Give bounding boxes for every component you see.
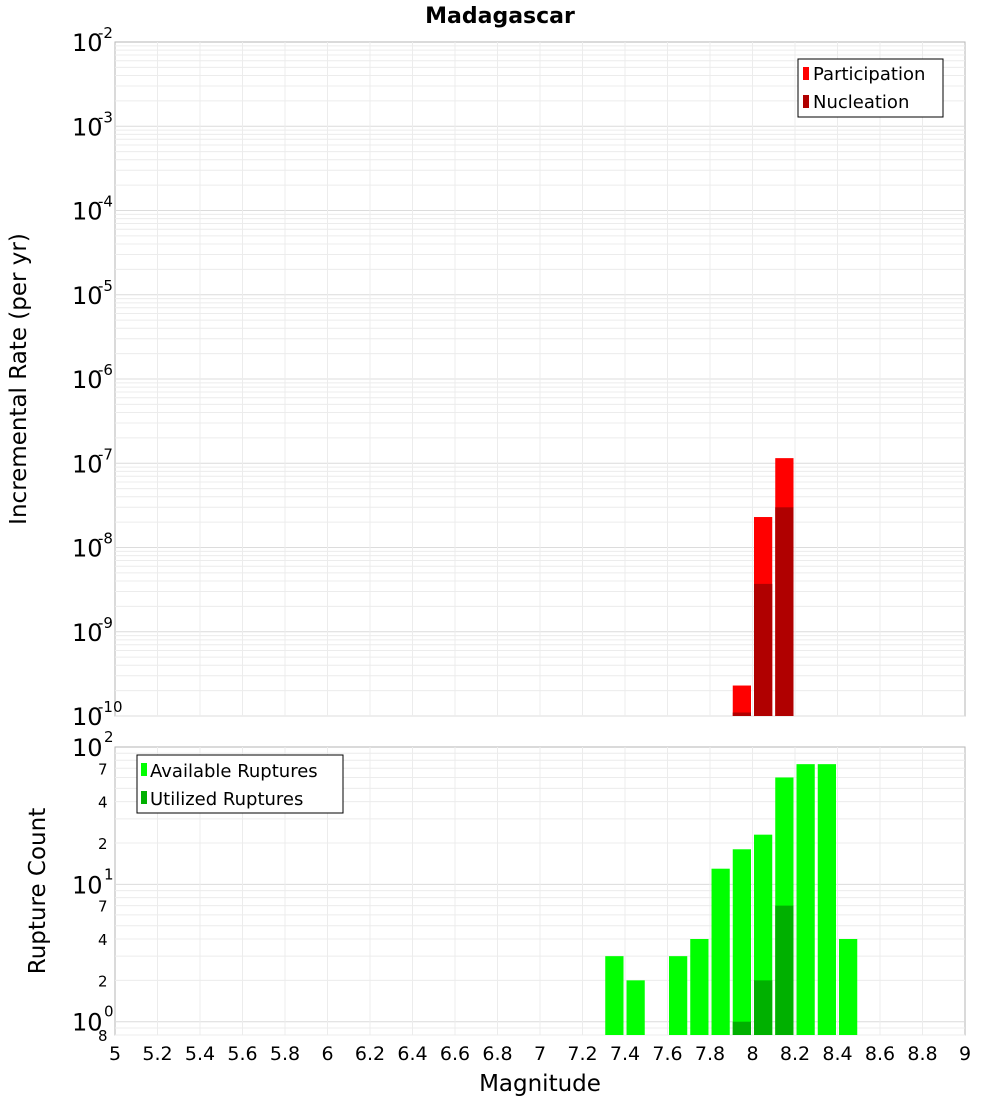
count-y-minor-tick-label: 7 <box>98 760 108 778</box>
count-bars <box>605 764 858 1035</box>
rate-y-tick-exponent: -8 <box>98 530 113 548</box>
rate-legend: Participation Nucleation <box>797 58 944 118</box>
nucleation-bar <box>754 583 773 716</box>
count-legend: Available Ruptures Utilized Ruptures <box>136 754 344 814</box>
rate-y-tick-exponent: -3 <box>98 108 113 126</box>
participation-legend-label: Participation <box>813 64 925 85</box>
available-ruptures-bar <box>817 764 836 1035</box>
rate-y-tick-exponent: -2 <box>98 24 113 42</box>
x-tick-label: 7.8 <box>695 1043 725 1065</box>
rate-y-tick-exponent: -4 <box>98 193 113 211</box>
nucleation-bar <box>775 507 794 716</box>
rate-y-tick-exponent: -10 <box>98 698 123 716</box>
x-tick-label: 6.6 <box>440 1043 470 1065</box>
rate-y-tick-exponent: -9 <box>98 614 113 632</box>
x-tick-label: 5.6 <box>227 1043 257 1065</box>
available-ruptures-bar <box>732 849 751 1035</box>
utilized-swatch <box>141 791 147 804</box>
x-tick-label: 5.2 <box>142 1043 172 1065</box>
count-y-tick-label: 10 <box>72 871 103 899</box>
participation-swatch <box>803 67 809 80</box>
rate-y-axis-label: Incremental Rate (per yr) <box>6 233 32 525</box>
utilized-ruptures-bar <box>732 1021 751 1035</box>
count-y-tick-label: 10 <box>72 1009 103 1037</box>
count-y-minor-tick-label: 4 <box>98 794 108 812</box>
rate-y-tick-label: 10 <box>72 366 103 394</box>
rate-y-tick-label: 10 <box>72 450 103 478</box>
available-ruptures-bar <box>669 956 688 1035</box>
x-tick-label: 7.2 <box>567 1043 597 1065</box>
count-y-minor-tick-label: 2 <box>98 972 108 990</box>
x-tick-label: 5.8 <box>270 1043 300 1065</box>
available-ruptures-bar <box>839 939 858 1035</box>
available-ruptures-bar <box>796 764 815 1035</box>
count-y-minor-tick-label: 2 <box>98 835 108 853</box>
count-y-minor-tick-label: 7 <box>98 898 108 916</box>
count-legend-box <box>136 754 344 814</box>
nucleation-legend-label: Nucleation <box>813 92 909 113</box>
count-y-axis-label: Rupture Count <box>25 808 51 974</box>
x-tick-label: 6 <box>321 1043 333 1065</box>
x-tick-label: 7.4 <box>610 1043 640 1065</box>
participation-bar <box>732 685 751 716</box>
x-tick-label: 8.8 <box>907 1043 937 1065</box>
x-ticks: 5 5.2 5.4 5.6 5.8 6 6.2 6.4 6.6 6.8 7 7.2 7.4 7.6 7.8 8… <box>109 1043 971 1065</box>
available-ruptures-bar <box>605 956 624 1035</box>
x-tick-label: 9 <box>959 1043 971 1065</box>
rate-y-tick-label: 10 <box>72 198 103 226</box>
x-tick-label: 5.4 <box>185 1043 215 1065</box>
x-tick-label: 8.2 <box>780 1043 810 1065</box>
x-tick-label: 7.6 <box>652 1043 682 1065</box>
rate-y-tick-exponent: -5 <box>98 277 113 295</box>
nucleation-swatch <box>803 95 809 108</box>
count-y-tick-exponent: 0 <box>104 1003 114 1021</box>
rate-y-tick-exponent: -7 <box>98 445 113 463</box>
rate-grid <box>115 42 965 717</box>
rate-y-tick-label: 10 <box>72 29 103 57</box>
x-tick-label: 8 <box>746 1043 758 1065</box>
rate-y-tick-label: 10 <box>72 535 103 563</box>
available-ruptures-bar <box>711 868 730 1035</box>
available-legend-label: Available Ruptures <box>150 761 318 782</box>
count-y-tick-label: 10 <box>72 734 103 762</box>
x-tick-label: 8.6 <box>865 1043 895 1065</box>
count-y-minor-tick-label: 8 <box>98 1027 108 1045</box>
available-ruptures-bar <box>626 980 645 1035</box>
utilized-legend-label: Utilized Ruptures <box>150 789 303 810</box>
count-y-tick-exponent: 2 <box>104 728 114 746</box>
rate-y-tick-label: 10 <box>72 703 103 731</box>
x-tick-label: 6.8 <box>482 1043 512 1065</box>
count-y-tick-exponent: 1 <box>104 865 114 883</box>
available-ruptures-bar <box>690 939 709 1035</box>
available-swatch <box>141 763 147 776</box>
utilized-ruptures-bar <box>754 980 773 1035</box>
x-tick-label: 6.2 <box>355 1043 385 1065</box>
x-tick-label: 7 <box>534 1043 546 1065</box>
rate-y-tick-exponent: -6 <box>98 361 113 379</box>
nucleation-bar <box>732 712 751 716</box>
rate-legend-box <box>797 58 944 118</box>
chart-title: Madagascar <box>425 4 575 29</box>
rate-y-tick-label: 10 <box>72 113 103 141</box>
rate-y-tick-label: 10 <box>72 282 103 310</box>
x-axis-label: Magnitude <box>479 1071 601 1097</box>
rate-bars <box>732 458 794 716</box>
count-y-minor-tick-label: 4 <box>98 931 108 949</box>
rate-y-tick-label: 10 <box>72 619 103 647</box>
x-tick-label: 5 <box>109 1043 121 1065</box>
utilized-ruptures-bar <box>775 905 794 1035</box>
x-tick-label: 6.4 <box>397 1043 427 1065</box>
x-tick-label: 8.4 <box>822 1043 852 1065</box>
